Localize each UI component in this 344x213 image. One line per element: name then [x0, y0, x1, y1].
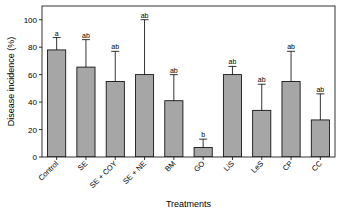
bar [48, 50, 66, 157]
annotation: ab [111, 43, 119, 50]
bar [135, 75, 153, 157]
annotation: ab [82, 32, 90, 39]
x-tick-label: CP [281, 159, 295, 173]
annotation: a [55, 30, 59, 37]
y-tick [39, 129, 42, 130]
chart-container: 0 20 40 60 80 100 Control SESE + COYSE + NE BM GO… [0, 0, 344, 213]
error-cap [199, 139, 207, 140]
error-cap [316, 93, 324, 94]
annotation: ab [141, 12, 149, 19]
bar [77, 67, 95, 157]
y-tick [39, 157, 42, 158]
x-tick [173, 157, 174, 160]
plot-frame [42, 6, 335, 157]
x-tick [85, 157, 86, 160]
bar [282, 82, 300, 158]
x-tick [320, 157, 321, 160]
annotation: ab [316, 86, 324, 93]
error-line [203, 139, 204, 147]
x-tick [203, 157, 204, 160]
annotation: ab [258, 76, 266, 83]
y-tick-label: 100 [24, 16, 38, 25]
annotation: ab [287, 43, 295, 50]
error-bar [316, 94, 324, 120]
chart-svg: 0 20 40 60 80 100 Control SESE + COYSE + NE BM GO… [0, 0, 344, 213]
bar [194, 147, 212, 157]
error-bar [228, 66, 236, 74]
x-tick [115, 157, 116, 160]
bar [223, 75, 241, 157]
y-tick-label: 40 [28, 98, 37, 107]
x-tick [291, 157, 292, 160]
x-tick-label: CC [310, 159, 324, 173]
bar [106, 82, 124, 158]
error-cap [53, 37, 61, 38]
bar [165, 101, 183, 157]
x-tick-label: SE + COY [88, 159, 119, 190]
x-tick-label: GO [192, 159, 207, 174]
y-tick [39, 102, 42, 103]
bar [311, 120, 329, 157]
error-bar [199, 139, 207, 147]
x-tick-label: LiS [222, 159, 236, 173]
y-axis-label: Disease incidence (%) [6, 37, 16, 127]
error-bar [287, 51, 295, 81]
error-cap [82, 39, 90, 40]
x-tick [232, 157, 233, 160]
x-tick-label: BM [163, 159, 177, 173]
bar [253, 110, 271, 157]
x-tick [56, 157, 57, 160]
error-cap [170, 74, 178, 75]
y-tick [39, 19, 42, 20]
marks [48, 20, 330, 157]
y-tick-label: 20 [28, 126, 37, 135]
error-cap [287, 51, 295, 52]
error-line [261, 84, 262, 110]
error-bar [170, 75, 178, 101]
error-bar [53, 38, 61, 50]
annotation: ab [229, 58, 237, 65]
error-bar [111, 51, 119, 81]
error-bar [258, 84, 266, 110]
error-line [232, 66, 233, 74]
error-line [144, 20, 145, 75]
y-tick [39, 74, 42, 75]
error-line [320, 94, 321, 120]
annotation: b [201, 131, 205, 138]
error-cap [111, 51, 119, 52]
error-line [85, 40, 86, 67]
error-line [115, 51, 116, 81]
x-tick-label: LeS [249, 159, 265, 175]
y-tick-label: 60 [28, 71, 37, 80]
error-cap [258, 84, 266, 85]
error-cap [228, 66, 236, 67]
error-line [56, 38, 57, 50]
x-tick-label: SE [76, 159, 89, 172]
x-tick-label: SE + NE [121, 159, 148, 186]
error-line [173, 75, 174, 101]
error-cap [141, 19, 149, 20]
x-tick [144, 157, 145, 160]
x-axis-label: Treatments [166, 199, 212, 209]
y-tick-label: 0 [33, 153, 38, 162]
y-tick-label: 80 [28, 43, 37, 52]
error-line [291, 51, 292, 81]
x-tick [261, 157, 262, 160]
y-tick [39, 47, 42, 48]
error-bar [141, 20, 149, 75]
annotation: ab [170, 67, 178, 74]
error-bar [82, 40, 90, 67]
x-tick-label: Control [37, 159, 61, 183]
